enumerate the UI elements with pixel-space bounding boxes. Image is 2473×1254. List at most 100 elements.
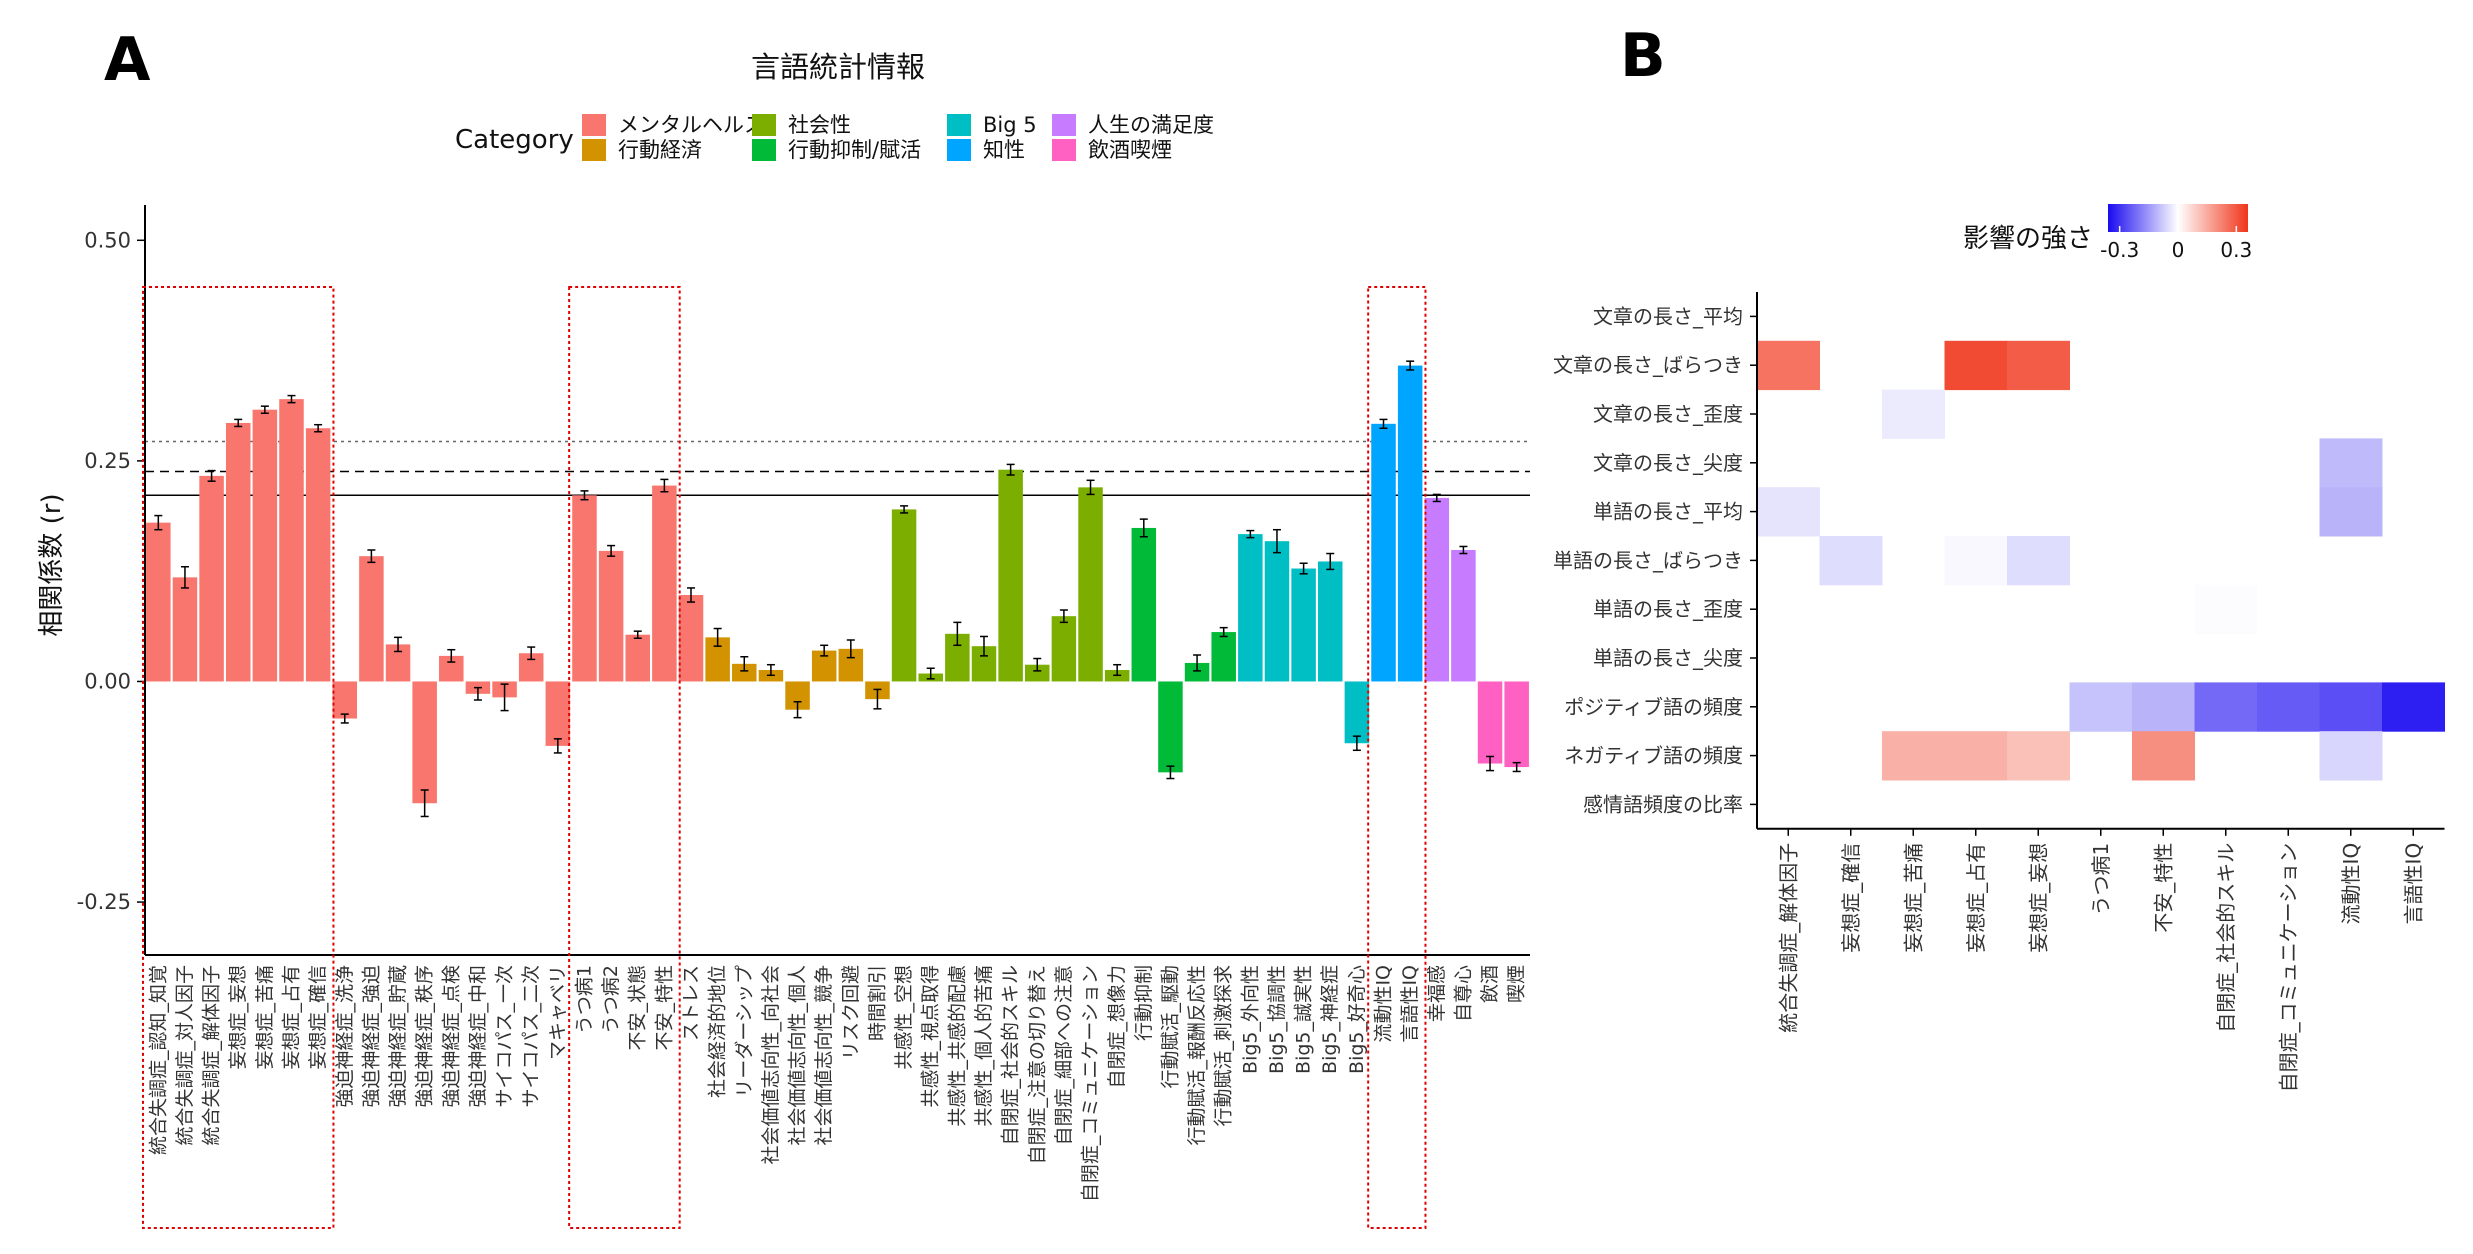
heatmap-column-label: 不安_特性 [2151, 843, 2175, 933]
x-tick-label: うつ病2 [600, 965, 622, 1034]
bar-43 [1291, 568, 1316, 682]
heatmap-cell [2069, 682, 2133, 732]
heatmap-legend-title: 影響の強さ [1963, 224, 2093, 254]
bar-37 [1131, 527, 1157, 682]
x-tick-label: 自閉症_細部への注意 [1053, 965, 1075, 1146]
x-tick-label: 共感性_空想 [893, 965, 915, 1070]
bar-chart-ylabel: 相関係数 (r) [37, 493, 67, 636]
heatmap: 文章の長さ_平均文章の長さ_ばらつき文章の長さ_歪度文章の長さ_尖度単語の長さ_… [1553, 292, 2445, 1092]
bar-19 [652, 485, 677, 682]
x-tick-label: サイコパス_一次 [494, 965, 516, 1108]
heatmap-cell [2257, 682, 2320, 732]
heatmap-cell [2007, 536, 2070, 586]
x-tick-label: リスク回避 [840, 965, 862, 1060]
x-tick-label: 強迫神経症_貯蔵 [387, 965, 409, 1108]
x-tick-label: 自閉症_社会的スキル [1000, 965, 1022, 1146]
x-tick-label: 社会価値志向性_競争 [813, 965, 835, 1146]
heatmap-row-label: 感情語頻度の比率 [1583, 792, 1743, 816]
heatmap-cell [2194, 584, 2258, 635]
x-tick-label: 共感性_個人的苦痛 [973, 965, 995, 1127]
x-tick-label: 統合失調症_対人因子 [174, 965, 196, 1146]
colorbar-tick-label: -0.3 [2100, 238, 2139, 262]
x-tick-label: 妄想症_確信 [307, 965, 329, 1070]
bar-34 [1051, 616, 1077, 682]
y-tick-label: 0.50 [84, 228, 131, 252]
bar-3 [225, 422, 251, 682]
heatmap-column-label: 流動性IQ [2339, 843, 2363, 925]
bar-50 [1477, 681, 1503, 764]
heatmap-column-label: 自閉症_コミュニケーション [2276, 843, 2300, 1093]
heatmap-column-label: 妄想症_妄想 [2026, 843, 2050, 953]
bar-49 [1451, 550, 1476, 682]
bar-0 [146, 522, 171, 682]
x-tick-label: 自閉症_注意の切り替え [1026, 965, 1048, 1165]
bar-51 [1504, 681, 1529, 768]
x-tick-label: Big5_協調性 [1266, 965, 1288, 1074]
heatmap-row-label: ネガティブ語の頻度 [1564, 744, 1743, 768]
colorbar-tick-label: 0.3 [2220, 238, 2252, 262]
x-tick-label: 不安_状態 [627, 965, 649, 1051]
heatmap-cell [2319, 487, 2383, 537]
heatmap-row-label: 文章の長さ_尖度 [1593, 451, 1743, 475]
bar-chart-title: 言語統計情報 [751, 50, 925, 84]
bar-41 [1238, 534, 1263, 682]
heatmap-cell [2132, 731, 2195, 781]
bar-46 [1371, 423, 1396, 682]
heatmap-row-label: 文章の長さ_ばらつき [1553, 353, 1743, 377]
heatmap-colorbar-ticks: -0.3 0 0.3 [2100, 226, 2252, 262]
heatmap-cell [2382, 682, 2445, 732]
heatmap-row-label: 文章の長さ_平均 [1593, 304, 1743, 328]
heatmap-cell [1882, 389, 1945, 439]
panel-a-label: A [104, 25, 151, 95]
heatmap-cell [2319, 682, 2383, 732]
x-tick-label: 強迫神経症_中和 [467, 965, 489, 1108]
legend-swatch [1052, 114, 1076, 136]
heatmap-row-label: 単語の長さ_歪度 [1593, 597, 1743, 621]
legend-swatch [752, 114, 776, 136]
legend-title: Category [455, 125, 574, 155]
legend-swatch [1052, 139, 1076, 161]
bar-22 [732, 663, 757, 682]
heatmap-column-label: 言語性IQ [2401, 843, 2425, 925]
bar-44 [1317, 561, 1343, 682]
x-tick-label: 行動抑制 [1133, 965, 1155, 1041]
y-tick-label: -0.25 [77, 890, 131, 914]
legend-swatch [582, 114, 606, 136]
x-tick-label: 統合失調症_解体因子 [201, 965, 223, 1146]
heatmap-cell [2319, 438, 2383, 488]
bar-1 [172, 577, 198, 682]
x-tick-label: 不安_特性 [653, 965, 675, 1051]
x-tick-label: 自閉症_コミュニケーション [1080, 965, 1102, 1202]
heatmap-column-label: 統合失調症_解体因子 [1776, 843, 1800, 1033]
x-tick-label: 強迫神経症_秩序 [414, 965, 436, 1108]
bar-33 [1025, 664, 1050, 682]
x-tick-label: 社会価値志向性_向社会 [760, 965, 782, 1165]
legend-label: 行動抑制/賦活 [788, 138, 921, 162]
bar-5 [279, 399, 304, 682]
legend-label: Big 5 [983, 113, 1037, 137]
x-tick-label: 社会経済的地位 [707, 965, 729, 1098]
x-tick-label: 社会価値志向性_個人 [787, 965, 809, 1146]
heatmap-cell [2132, 682, 2195, 732]
heatmap-cell [2194, 682, 2258, 732]
bar-40 [1211, 632, 1236, 682]
x-tick-label: 強迫神経症_強迫 [360, 965, 382, 1108]
heatmap-column-label: 妄想症_確信 [1839, 843, 1863, 953]
bar-28 [891, 509, 917, 682]
x-tick-label: 喫煙 [1506, 965, 1528, 1003]
x-tick-label: 言語性IQ [1399, 965, 1421, 1043]
bar-10 [412, 681, 437, 804]
heatmap-cell [1944, 731, 2008, 781]
legend-label: 人生の満足度 [1088, 113, 1214, 137]
bar-4 [252, 409, 278, 682]
bar-18 [625, 634, 650, 682]
heatmap-row-label: 文章の長さ_歪度 [1593, 402, 1743, 426]
bar-47 [1397, 365, 1423, 682]
legend-label: 知性 [983, 138, 1025, 162]
x-tick-label: Big5_神経症 [1319, 965, 1341, 1074]
x-tick-label: 共感性_視点取得 [920, 965, 942, 1108]
heatmap-cell [1882, 731, 1945, 781]
x-tick-label: 行動賦活_駆動 [1159, 965, 1181, 1089]
